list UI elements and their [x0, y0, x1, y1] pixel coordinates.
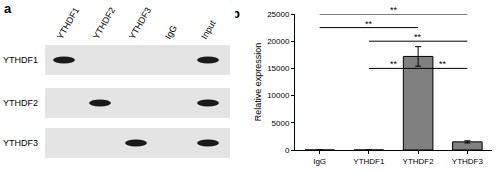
svg-text:25000: 25000	[267, 10, 290, 19]
svg-text:10000: 10000	[267, 91, 290, 100]
svg-text:**: **	[439, 59, 447, 69]
svg-text:YTHDF3: YTHDF3	[3, 138, 38, 148]
svg-text:YTHDF3: YTHDF3	[127, 6, 153, 41]
svg-text:5000: 5000	[272, 119, 290, 128]
svg-text:YTHDF3: YTHDF3	[452, 157, 484, 166]
svg-text:15000: 15000	[267, 64, 290, 73]
svg-text:YTHDF1: YTHDF1	[3, 55, 38, 65]
svg-text:**: **	[390, 59, 398, 69]
svg-text:IgG: IgG	[313, 157, 326, 166]
svg-text:**: **	[390, 5, 398, 15]
svg-text:YTHDF2: YTHDF2	[3, 98, 38, 108]
svg-text:**: **	[365, 19, 373, 29]
svg-text:b: b	[235, 6, 240, 21]
svg-text:YTHDF2: YTHDF2	[403, 157, 435, 166]
svg-text:0: 0	[285, 146, 290, 155]
svg-text:Relative expression: Relative expression	[253, 43, 263, 122]
svg-text:**: **	[414, 32, 422, 42]
svg-text:a: a	[4, 1, 12, 16]
svg-text:YTHDF1: YTHDF1	[55, 6, 81, 41]
svg-text:YTHDF2: YTHDF2	[91, 6, 117, 41]
svg-text:Input: Input	[199, 18, 218, 41]
svg-text:IgG: IgG	[163, 23, 179, 41]
svg-text:20000: 20000	[267, 37, 290, 46]
svg-text:YTHDF1: YTHDF1	[353, 157, 385, 166]
